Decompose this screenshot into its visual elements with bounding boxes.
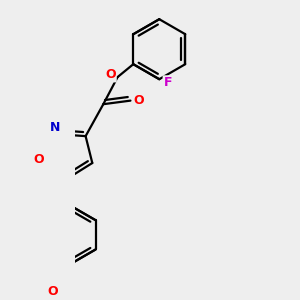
Text: O: O (134, 94, 144, 107)
Text: O: O (105, 68, 116, 81)
Text: N: N (50, 121, 60, 134)
Text: F: F (164, 76, 172, 89)
Text: O: O (33, 153, 44, 167)
Text: O: O (48, 285, 58, 298)
